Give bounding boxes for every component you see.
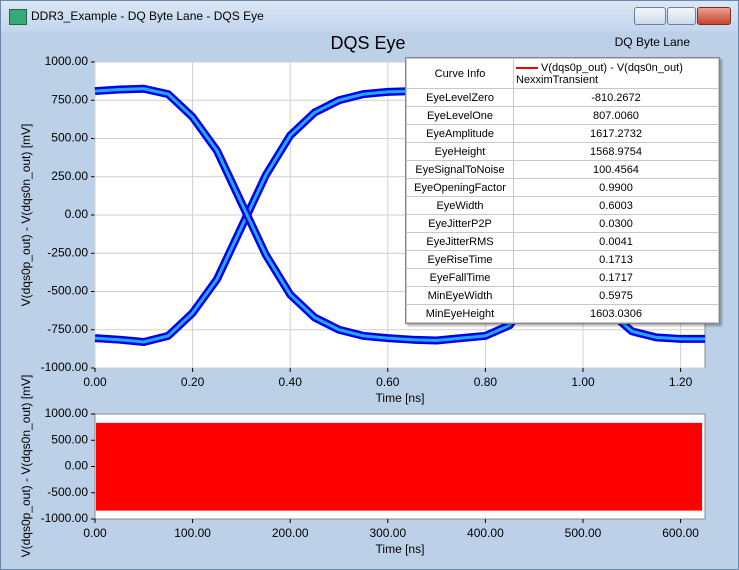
y-tick-label: -500.00 <box>47 284 88 298</box>
metric-name: EyeFallTime <box>406 268 514 287</box>
x-tick-label: 0.00 <box>83 526 107 540</box>
x-tick-label: 0.00 <box>83 375 107 389</box>
curve-info-table: Curve Info V(dqs0p_out) - V(dqs0n_out) N… <box>405 57 720 324</box>
metric-value: 1617.2732 <box>513 124 719 143</box>
y-tick-label: 250.00 <box>51 169 88 183</box>
metric-value: 0.0300 <box>513 214 719 233</box>
y-tick-label: 0.00 <box>65 207 89 221</box>
metric-name: EyeJitterP2P <box>406 214 514 233</box>
metric-name: MinEyeHeight <box>406 304 514 323</box>
x-tick-label: 100.00 <box>174 526 211 540</box>
x-tick-label: 300.00 <box>369 526 406 540</box>
y-tick-label: -750.00 <box>47 322 88 336</box>
y-tick-label: 500.00 <box>51 432 88 446</box>
x-tick-label: 0.80 <box>474 375 498 389</box>
metric-name: EyeLevelZero <box>406 88 514 107</box>
metric-name: EyeOpeningFactor <box>406 178 514 197</box>
x-tick-label: 500.00 <box>565 526 602 540</box>
info-row: EyeRiseTime 0.1713 <box>406 250 719 269</box>
y-tick-label: 1000.00 <box>45 54 89 68</box>
info-row: EyeHeight 1568.9754 <box>406 142 719 161</box>
metric-value: -810.2672 <box>513 88 719 107</box>
metric-name: EyeHeight <box>406 142 514 161</box>
x-tick-label: 0.20 <box>181 375 205 389</box>
metric-value: 100.4564 <box>513 160 719 179</box>
y-tick-label: -1000.00 <box>41 511 89 525</box>
curve-cell: V(dqs0p_out) - V(dqs0n_out) NexximTransi… <box>513 58 719 89</box>
y-tick-label: -500.00 <box>47 485 88 499</box>
y-tick-label: -250.00 <box>47 245 88 259</box>
metric-name: EyeAmplitude <box>406 124 514 143</box>
x-axis-label: Time [ns] <box>376 542 425 556</box>
metric-name: EyeSignalToNoise <box>406 160 514 179</box>
info-row: EyeFallTime 0.1717 <box>406 268 719 287</box>
metric-value: 0.1717 <box>513 268 719 287</box>
maximize-button[interactable] <box>667 7 696 25</box>
info-row: EyeLevelZero -810.2672 <box>406 88 719 107</box>
window-icon <box>9 9 27 25</box>
info-row: EyeOpeningFactor 0.9900 <box>406 178 719 197</box>
y-tick-label: 500.00 <box>51 131 88 145</box>
x-tick-label: 1.20 <box>669 375 693 389</box>
chart-subtitle: DQ Byte Lane <box>615 35 691 49</box>
info-row: EyeLevelOne 807.0060 <box>406 106 719 125</box>
info-row: EyeJitterP2P 0.0300 <box>406 214 719 233</box>
metric-value: 0.6003 <box>513 196 719 215</box>
info-row: MinEyeWidth 0.5975 <box>406 286 719 305</box>
metric-name: EyeJitterRMS <box>406 232 514 251</box>
metric-value: 0.9900 <box>513 178 719 197</box>
info-row: EyeJitterRMS 0.0041 <box>406 232 719 251</box>
info-row: EyeSignalToNoise 100.4564 <box>406 160 719 179</box>
header-cell: Curve Info <box>406 58 514 89</box>
metric-name: EyeLevelOne <box>406 106 514 125</box>
x-tick-label: 200.00 <box>272 526 309 540</box>
info-row: MinEyeHeight 1603.0306 <box>406 304 719 323</box>
x-tick-label: 0.40 <box>279 375 303 389</box>
metric-value: 0.0041 <box>513 232 719 251</box>
x-axis-label: Time [ns] <box>376 391 425 405</box>
window-title: DDR3_Example - DQ Byte Lane - DQS Eye <box>31 9 264 23</box>
info-row: EyeAmplitude 1617.2732 <box>406 124 719 143</box>
chart-title: DQS Eye <box>330 33 405 53</box>
curve-source: NexximTransient <box>516 73 599 86</box>
metric-value: 1603.0306 <box>513 304 719 323</box>
y-tick-label: 0.00 <box>65 459 89 473</box>
metric-name: EyeRiseTime <box>406 250 514 269</box>
y-axis-label: V(dqs0p_out) - V(dqs0n_out) [mV] <box>19 375 33 558</box>
y-axis-label: V(dqs0p_out) - V(dqs0n_out) [mV] <box>19 124 33 307</box>
transient-envelope <box>95 422 703 511</box>
close-button[interactable] <box>697 7 731 25</box>
y-tick-label: 1000.00 <box>45 406 89 420</box>
metric-value: 1568.9754 <box>513 142 719 161</box>
metric-name: EyeWidth <box>406 196 514 215</box>
metric-value: 0.1713 <box>513 250 719 269</box>
info-row: EyeWidth 0.6003 <box>406 196 719 215</box>
y-tick-label: -1000.00 <box>41 360 89 374</box>
minimize-button[interactable] <box>634 7 666 25</box>
x-tick-label: 400.00 <box>467 526 504 540</box>
metric-name: MinEyeWidth <box>406 286 514 305</box>
curve-name: V(dqs0p_out) - V(dqs0n_out) <box>541 61 683 74</box>
x-tick-label: 1.00 <box>571 375 595 389</box>
x-tick-label: 0.60 <box>376 375 400 389</box>
legend-swatch <box>516 66 538 69</box>
x-tick-label: 600.00 <box>662 526 699 540</box>
metric-value: 807.0060 <box>513 106 719 125</box>
metric-value: 0.5975 <box>513 286 719 305</box>
y-tick-label: 750.00 <box>51 92 88 106</box>
